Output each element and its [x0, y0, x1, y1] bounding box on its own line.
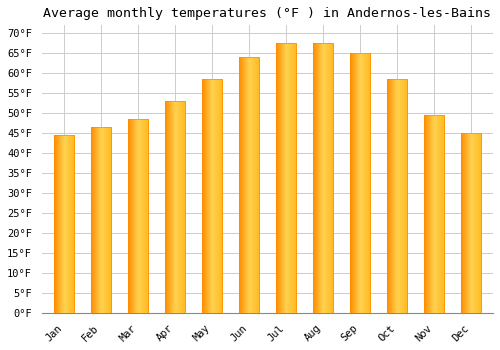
Bar [54, 135, 74, 313]
Bar [386, 79, 407, 313]
Bar [90, 127, 111, 313]
Bar [128, 119, 148, 313]
Bar [312, 43, 333, 313]
Title: Average monthly temperatures (°F ) in Andernos-les-Bains: Average monthly temperatures (°F ) in An… [44, 7, 492, 20]
Bar [202, 79, 222, 313]
Bar [276, 43, 296, 313]
Bar [424, 115, 444, 313]
Bar [164, 101, 185, 313]
Bar [350, 53, 370, 313]
Bar [460, 133, 481, 313]
Bar [238, 57, 259, 313]
